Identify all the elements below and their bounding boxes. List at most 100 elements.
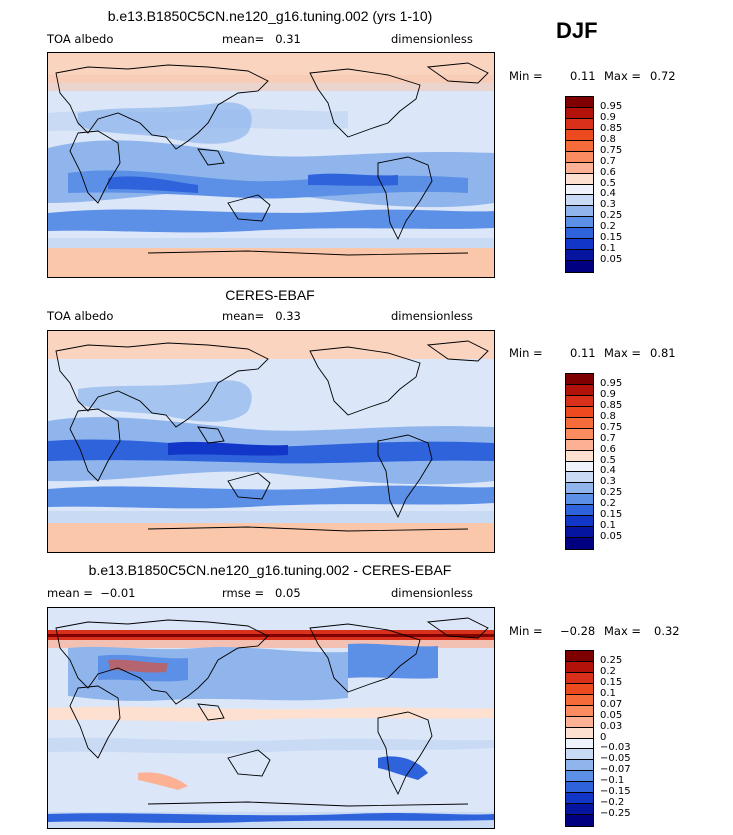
panel-3-colorbar [565, 650, 594, 827]
colorbar-tick-label: 0.05 [600, 709, 623, 721]
colorbar-swatch [566, 749, 593, 761]
colorbar-swatch [566, 516, 593, 528]
colorbar-swatch [566, 228, 593, 240]
panel-2-min-value: 0.11 [570, 346, 596, 360]
colorbar-tick-label: 0.2 [600, 665, 616, 677]
colorbar-swatch [566, 494, 593, 506]
colorbar-swatch [566, 250, 593, 262]
colorbar-swatch [566, 505, 593, 517]
colorbar-swatch [566, 716, 593, 728]
colorbar-swatch [566, 461, 593, 473]
colorbar-tick-label: −0.05 [600, 753, 631, 765]
panel-3-map [47, 607, 495, 829]
panel-3-rmse: rmse = 0.05 [222, 586, 301, 600]
colorbar-swatch [566, 705, 593, 717]
colorbar-swatch [566, 727, 593, 739]
colorbar-tick-label: 0.25 [600, 210, 623, 222]
colorbar-swatch [566, 206, 593, 218]
colorbar-tick-label: 0.95 [600, 100, 623, 112]
panel-3-max-value: 0.32 [654, 624, 680, 638]
panel-1-variable-label: TOA albedo [47, 32, 114, 46]
colorbar-swatch [566, 173, 593, 185]
colorbar-tick-label: 0.9 [600, 111, 616, 123]
colorbar-tick-label: −0.07 [600, 764, 631, 776]
panel-3-mean: mean = −0.01 [47, 586, 136, 600]
colorbar-tick-label: 0.8 [600, 133, 616, 145]
colorbar-tick-label: 0.2 [600, 498, 616, 510]
colorbar-tick-label: 0 [600, 731, 607, 743]
colorbar-tick-label: −0.2 [600, 797, 625, 809]
colorbar-tick-label: 0.03 [600, 720, 623, 732]
panel-2-units: dimensionless [391, 309, 473, 323]
colorbar-tick-label: 0.15 [600, 676, 623, 688]
colorbar-swatch [566, 771, 593, 783]
colorbar-swatch [566, 483, 593, 495]
colorbar-swatch [566, 538, 593, 549]
colorbar-swatch [566, 151, 593, 163]
colorbar-swatch [566, 439, 593, 451]
colorbar-swatch [566, 661, 593, 673]
colorbar-swatch [566, 793, 593, 805]
colorbar-swatch [566, 527, 593, 539]
colorbar-tick-label: 0.9 [600, 388, 616, 400]
colorbar-swatch [566, 261, 593, 272]
panel-2-mean: mean= 0.33 [222, 309, 301, 323]
panel-1-max-label: Max = [604, 69, 642, 83]
colorbar-swatch [566, 760, 593, 772]
colorbar-tick-label: 0.4 [600, 465, 616, 477]
colorbar-swatch [566, 782, 593, 794]
colorbar-swatch [566, 428, 593, 440]
colorbar-swatch [566, 472, 593, 484]
colorbar-swatch [566, 672, 593, 684]
colorbar-tick-label: 0.8 [600, 410, 616, 422]
colorbar-tick-label: 0.3 [600, 199, 616, 211]
colorbar-tick-label: 0.07 [600, 698, 623, 710]
panel-1-map [47, 52, 495, 278]
panel-3-min-label: Min = [509, 624, 543, 638]
colorbar-swatch [566, 450, 593, 462]
panel-3-units: dimensionless [391, 586, 473, 600]
colorbar-tick-label: 0.2 [600, 221, 616, 233]
panel-1-colorbar [565, 96, 594, 273]
colorbar-tick-label: 0.25 [600, 654, 623, 666]
colorbar-swatch [566, 651, 593, 662]
colorbar-tick-label: 0.75 [600, 144, 623, 156]
panel-2-min-label: Min = [509, 346, 543, 360]
colorbar-swatch [566, 694, 593, 706]
colorbar-tick-label: 0.85 [600, 399, 623, 411]
colorbar-tick-label: 0.15 [600, 232, 623, 244]
colorbar-tick-label: 0.6 [600, 166, 616, 178]
colorbar-swatch [566, 406, 593, 418]
colorbar-swatch [566, 683, 593, 695]
colorbar-swatch [566, 815, 593, 826]
colorbar-swatch [566, 384, 593, 396]
colorbar-tick-label: 0.25 [600, 487, 623, 499]
colorbar-tick-label: 0.7 [600, 155, 616, 167]
colorbar-swatch [566, 118, 593, 130]
colorbar-tick-label: 0.95 [600, 377, 623, 389]
colorbar-swatch [566, 107, 593, 119]
colorbar-swatch [566, 804, 593, 816]
colorbar-swatch [566, 162, 593, 174]
colorbar-swatch [566, 417, 593, 429]
colorbar-swatch [566, 217, 593, 229]
colorbar-tick-label: 0.85 [600, 122, 623, 134]
panel-1-min-label: Min = [509, 69, 543, 83]
panel-2-map-graphic [48, 331, 494, 552]
panel-1-min-value: 0.11 [570, 69, 596, 83]
panel-1-mean: mean= 0.31 [222, 32, 301, 46]
colorbar-tick-label: −0.1 [600, 775, 625, 787]
panel-2-title: CERES-EBAF [225, 287, 315, 303]
colorbar-tick-label: 0.7 [600, 432, 616, 444]
colorbar-tick-label: −0.03 [600, 742, 631, 754]
colorbar-tick-label: 0.1 [600, 520, 616, 532]
panel-3-min-value: −0.28 [560, 624, 596, 638]
colorbar-tick-label: 0.05 [600, 254, 623, 266]
colorbar-tick-label: 0.1 [600, 687, 616, 699]
panel-2-variable-label: TOA albedo [47, 309, 114, 323]
colorbar-swatch [566, 239, 593, 251]
colorbar-tick-label: 0.5 [600, 177, 616, 189]
colorbar-tick-label: 0.15 [600, 509, 623, 521]
colorbar-tick-label: 0.5 [600, 454, 616, 466]
season-label: DJF [556, 18, 598, 43]
